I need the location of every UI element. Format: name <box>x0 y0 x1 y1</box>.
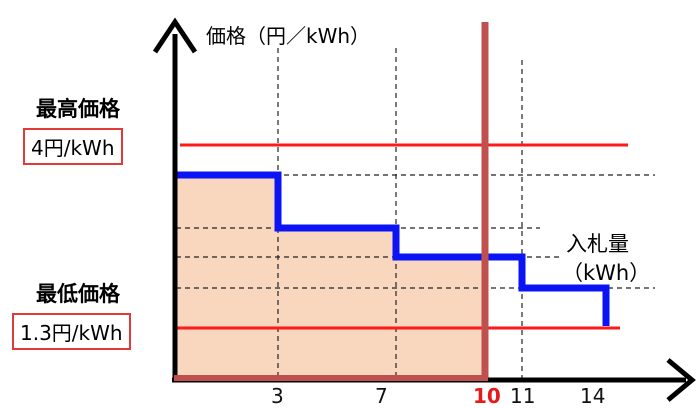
x-tick-7: 7 <box>375 384 388 408</box>
x-tick-14: 14 <box>580 384 606 408</box>
min-price-heading: 最低価格 <box>36 282 120 306</box>
y-axis-title: 価格（円／kWh） <box>206 24 371 48</box>
x-axis-arrow-icon <box>666 358 696 402</box>
x-axis-title-line1: 入札量 <box>566 232 629 256</box>
y-axis-arrow-icon <box>152 17 198 54</box>
x-axis-title-line2: （kWh） <box>562 261 651 285</box>
min-price-value: 1.3円/kWh <box>12 313 131 350</box>
accepted-area <box>176 175 485 378</box>
x-tick-10-highlight: 10 <box>473 384 501 408</box>
x-tick-11: 11 <box>510 384 536 408</box>
bid-step-curve <box>176 171 610 326</box>
max-price-heading: 最高価格 <box>36 97 120 121</box>
x-tick-3: 3 <box>271 384 284 408</box>
max-price-value: 4円/kWh <box>23 128 123 165</box>
